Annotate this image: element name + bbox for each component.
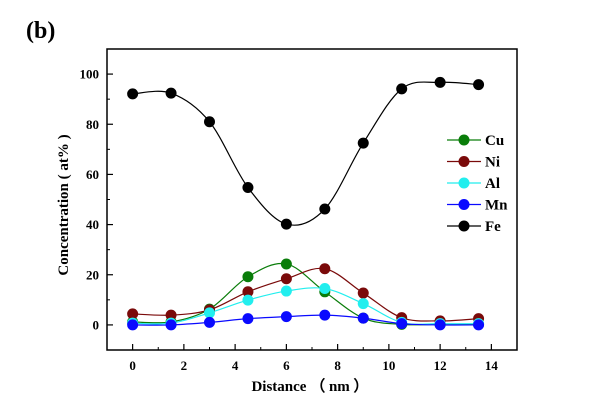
data-point-cu [280,258,292,270]
legend-label-cu: Cu [485,133,504,149]
x-tick-label: 10 [382,358,395,373]
y-axis-label: Concentration ( at% ) [56,134,72,275]
y-tick-label: 80 [86,117,99,132]
x-tick-label: 6 [283,358,290,373]
y-tick-label: 100 [80,67,100,82]
data-point-fe [204,116,215,128]
panel-label: (b) [26,18,55,44]
x-tick-label: 2 [181,358,188,373]
data-point-al [242,294,254,306]
data-point-al [280,285,292,297]
y-tick-label: 40 [86,217,99,232]
y-tick-label: 20 [86,267,99,282]
data-point-ni [242,286,254,298]
data-point-fe [127,88,139,100]
x-tick-label: 8 [334,358,341,373]
data-point-ni [319,263,331,275]
data-point-ni [280,273,292,285]
legend-marker [458,156,470,167]
data-point-mn [396,318,408,330]
series-line-ni [132,267,479,322]
data-point-fe [357,137,369,149]
y-tick-label: 0 [93,317,100,332]
data-point-mn [280,311,292,323]
data-point-cu [242,271,254,283]
data-point-mn [204,316,215,328]
legend-label-al: Al [485,176,500,192]
data-point-fe [165,87,177,99]
series-line-mn [132,314,479,326]
legend-marker [458,220,470,232]
legend-marker [458,177,470,189]
data-point-fe [280,218,292,230]
x-tick-label: 0 [129,358,136,373]
data-point-mn [319,309,331,321]
data-point-ni [165,309,177,321]
legend-label-mn: Mn [485,198,508,214]
data-point-fe [434,76,446,88]
x-axis-label: Distance （ nm ） [251,377,368,395]
data-point-al [204,307,215,319]
x-tick-label: 14 [485,358,499,373]
data-point-al [357,298,369,310]
legend-label-fe: Fe [485,219,501,235]
legend-marker [458,199,470,210]
y-tick-label: 60 [86,167,99,182]
data-point-mn [242,313,254,325]
x-tick-label: 4 [232,358,239,373]
data-point-fe [396,83,408,95]
data-point-mn [473,319,485,331]
data-point-fe [473,79,485,91]
data-point-al [319,283,331,295]
legend-label-ni: Ni [485,155,500,171]
data-point-mn [127,319,139,331]
data-point-mn [357,312,369,324]
series-line-fe [132,81,479,226]
data-point-mn [165,319,177,331]
data-point-mn [434,319,446,331]
data-point-fe [242,181,254,193]
x-tick-label: 12 [434,358,447,373]
data-point-ni [127,308,139,320]
data-point-ni [357,287,369,299]
data-point-fe [319,203,331,215]
legend-marker [458,134,470,146]
